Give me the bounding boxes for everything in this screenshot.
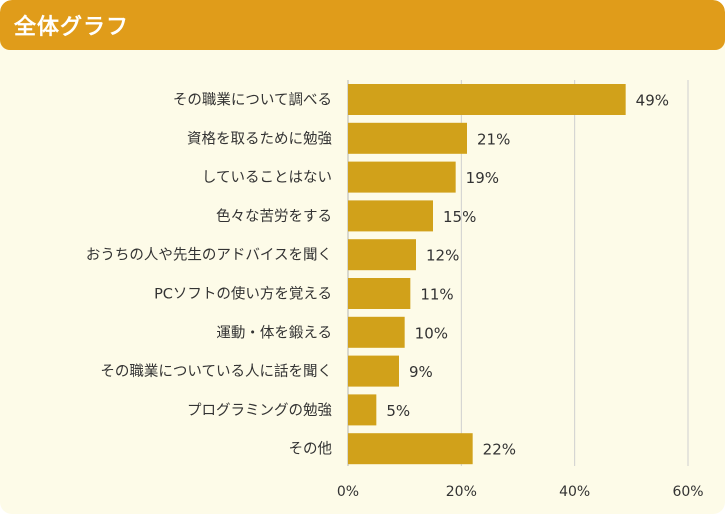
category-label: PCソフトの使い方を覚える: [154, 286, 332, 303]
value-label: 49%: [636, 92, 669, 110]
value-label: 9%: [409, 363, 433, 381]
value-label: 22%: [483, 441, 516, 459]
x-tick-label: 60%: [672, 484, 703, 500]
value-label: 15%: [443, 208, 476, 226]
category-label: おうちの人や先生のアドバイスを聞く: [86, 247, 332, 264]
bar: [348, 355, 399, 387]
bar: [348, 316, 405, 348]
bar: [348, 84, 626, 115]
bar: [348, 394, 377, 426]
category-label: その他: [289, 441, 333, 458]
category-label: していることはない: [202, 169, 332, 186]
value-label: 11%: [420, 286, 453, 304]
chart-title: 全体グラフ: [14, 15, 130, 40]
category-label: その職業についている人に話を聞く: [100, 363, 332, 380]
header-bar: 全体グラフ: [0, 0, 725, 50]
bar: [348, 122, 467, 154]
category-label: 色々な苦労をする: [216, 208, 332, 225]
bar: [348, 278, 411, 309]
value-label: 12%: [426, 247, 459, 265]
bar: [348, 433, 473, 465]
value-label: 19%: [466, 169, 499, 187]
category-label: その職業について調べる: [173, 92, 332, 109]
bar: [348, 161, 456, 193]
x-tick-label: 0%: [337, 484, 359, 500]
bar: [348, 239, 416, 271]
x-tick-label: 40%: [559, 484, 590, 500]
value-label: 5%: [386, 402, 410, 420]
value-label: 21%: [477, 130, 510, 148]
category-label: 運動・体を鍛える: [216, 324, 332, 341]
category-label: 資格を取るために勉強: [187, 130, 332, 147]
x-tick-label: 20%: [446, 484, 477, 500]
bar: [348, 200, 433, 232]
value-label: 10%: [415, 324, 448, 342]
category-label: プログラミングの勉強: [187, 402, 332, 419]
